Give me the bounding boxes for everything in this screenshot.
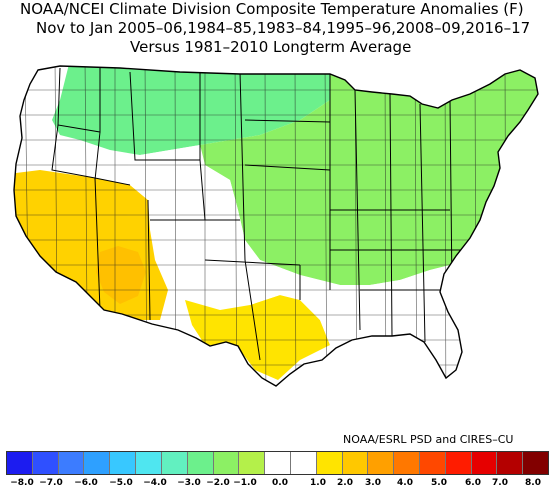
colorbar-swatch xyxy=(84,452,111,474)
colorbar-swatch xyxy=(239,452,266,474)
map-subtitle-period: Nov to Jan 2005–06,1984–85,1983–84,1995–… xyxy=(36,19,531,37)
colorbar-swatch xyxy=(32,452,59,474)
colorbar-tick-label: −4.0 xyxy=(143,478,167,488)
colorbar-swatch xyxy=(523,452,549,474)
colorbar-swatch xyxy=(497,452,524,474)
colorbar-tick-label: 8.0 xyxy=(525,478,541,488)
colorbar-tick-label: 6.0 xyxy=(465,478,481,488)
colorbar-tick-label: −2.0 xyxy=(206,478,230,488)
colorbar-swatch xyxy=(213,452,240,474)
colorbar-tick-label: 5.0 xyxy=(431,478,447,488)
map-title: NOAA/NCEI Climate Division Composite Tem… xyxy=(20,0,524,18)
colorbar-swatch xyxy=(445,452,472,474)
colorbar-tick-label: −8.0 xyxy=(10,478,34,488)
data-credit: NOAA/ESRL PSD and CIRES–CU xyxy=(343,433,514,446)
colorbar-swatch xyxy=(7,452,33,474)
colorbar-tick-label: −3.0 xyxy=(177,478,201,488)
zone-midwest-northeast xyxy=(200,66,538,285)
colorbar-tick-label: 1.0 xyxy=(310,478,326,488)
colorbar-swatch xyxy=(136,452,162,474)
colorbar-swatch xyxy=(265,452,291,474)
colorbar-swatch xyxy=(420,452,446,474)
colorbar-tick-label: −6.0 xyxy=(74,478,98,488)
zone-north-central xyxy=(52,66,330,155)
colorbar-swatch xyxy=(187,452,214,474)
colorbar-swatch xyxy=(316,452,343,474)
colorbar-swatch xyxy=(368,452,395,474)
colorbar-swatch xyxy=(58,452,85,474)
colorbar-tick-label: 7.0 xyxy=(492,478,508,488)
colorbar-tick-label: −7.0 xyxy=(39,478,63,488)
colorbar xyxy=(6,451,549,475)
colorbar-tick-label: −1.0 xyxy=(233,478,257,488)
zone-southwest-core xyxy=(96,246,146,304)
zone-texas xyxy=(185,295,330,380)
colorbar-tick-label: 4.0 xyxy=(397,478,413,488)
colorbar-swatch xyxy=(471,452,498,474)
colorbar-swatch xyxy=(290,452,317,474)
colorbar-tick-label: 0.0 xyxy=(272,478,288,488)
map-subtitle-baseline: Versus 1981–2010 Longterm Average xyxy=(130,38,412,56)
colorbar-swatch xyxy=(161,452,188,474)
colorbar-swatch xyxy=(342,452,369,474)
colorbar-swatch xyxy=(394,452,420,474)
colorbar-tick-label: −5.0 xyxy=(109,478,133,488)
colorbar-swatch xyxy=(110,452,137,474)
colorbar-tick-label: 3.0 xyxy=(365,478,381,488)
colorbar-tick-labels: −8.0 −7.0 −6.0 −5.0 −4.0 −3.0 −2.0 −1.0 0.0 1.0 2.… xyxy=(0,478,550,492)
us-anomaly-map xyxy=(13,65,539,387)
colorbar-tick-label: 2.0 xyxy=(337,478,353,488)
state-boundaries xyxy=(51,67,470,361)
